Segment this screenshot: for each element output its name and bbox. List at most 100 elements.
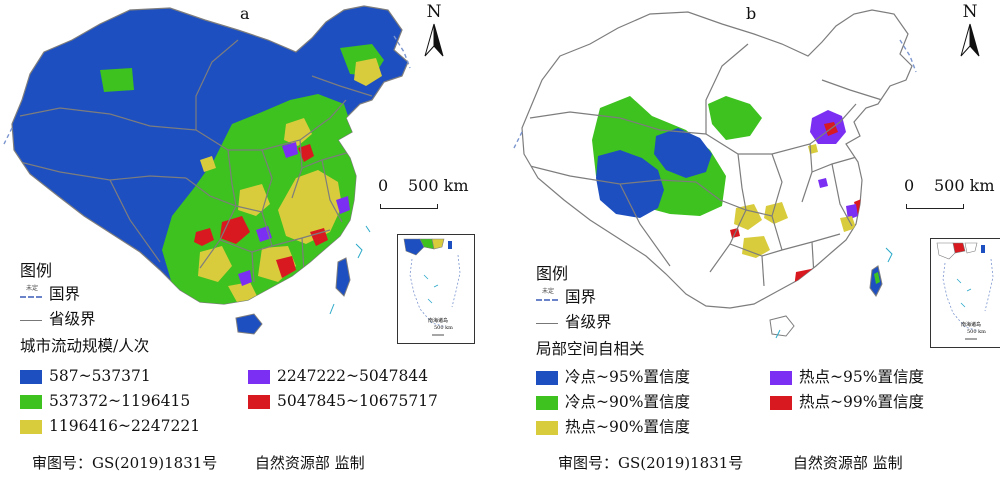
north-arrow-a: N (414, 2, 454, 60)
national-border-label-b: 国界 (565, 288, 597, 306)
legend-class-a-4: 2247222~5047844 (248, 367, 429, 385)
inset-map-a (403, 238, 461, 336)
provincial-border-label-a: 省级界 (49, 310, 96, 328)
legend-class-label: 热点~99%置信度 (799, 393, 924, 411)
map-a-west-green-patch (100, 68, 134, 92)
map-b-sea-islands (775, 247, 893, 339)
legend-class-a-2: 537372~1196415 (20, 392, 191, 410)
map-a-purple-south (238, 270, 252, 286)
map-a-yellow-north (284, 118, 312, 146)
legend-swatch (20, 419, 42, 434)
map-a-red-southeast (310, 228, 328, 246)
map-b-cold95-xinjiang (596, 150, 664, 218)
legend-class-label: 1196416~2247221 (49, 417, 201, 435)
map-b-hot90-jiangsu (840, 216, 856, 232)
legend-class-label: 5047845~10675717 (277, 392, 438, 410)
legend-provincial-border-b: 省级界 (536, 313, 612, 331)
legend-class-a-1: 587~537371 (20, 367, 151, 385)
map-a-purple-north (282, 142, 298, 158)
map-b-hot95-shanghai (846, 204, 858, 220)
legend-class-label: 热点~90%置信度 (565, 418, 690, 436)
panel-letter-b: b (746, 4, 757, 23)
map-a-sea-islands (329, 225, 371, 315)
map-b-cold90-north (708, 96, 762, 140)
legend-title-b: 图例 (536, 264, 569, 283)
scale-zero-a: 0 (378, 176, 389, 195)
legend-swatch (20, 394, 42, 409)
legend-class-b-3: 热点~90%置信度 (536, 418, 690, 436)
map-a-provincial-borders (12, 39, 373, 283)
north-arrow-icon (424, 23, 444, 57)
legend-national-border-b: 未定 国界 (536, 288, 597, 306)
map-a-taiwan (335, 257, 351, 297)
provincial-border-symbol-a (20, 313, 42, 327)
map-b-hainan (769, 315, 795, 337)
legend-subtitle-a: 城市流动规模/人次 (20, 337, 150, 355)
legend-swatch (770, 370, 792, 385)
legend-class-b-5: 热点~99%置信度 (770, 393, 924, 411)
scale-text-b: 500 km (934, 176, 995, 195)
panel-a: a N 0 500 km (3, 2, 475, 473)
legend-swatch (248, 394, 270, 409)
legend-swatch (770, 395, 792, 410)
south-sea-inset-a: 500 km 南海诸岛 (397, 234, 475, 344)
legend-class-b-1: 冷点~95%置信度 (536, 368, 690, 386)
national-border-label-a: 国界 (49, 285, 81, 303)
map-a-red-south (276, 256, 296, 278)
map-b-hot90-zhejiang (854, 224, 866, 238)
legend-class-label: 热点~95%置信度 (799, 368, 924, 386)
map-a-yellow-southwest (198, 246, 232, 282)
legend-class-b-4: 热点~95%置信度 (770, 368, 924, 386)
legend-subtitle-b: 局部空间自相关 (536, 340, 645, 358)
legend-swatch (536, 420, 558, 435)
map-b-mainland (521, 9, 913, 309)
approval-number-b: 审图号：GS(2019)1831号 (558, 454, 744, 472)
legend-class-label: 冷点~95%置信度 (565, 368, 690, 386)
map-a-regions (11, 5, 409, 305)
provincial-border-label-b: 省级界 (565, 313, 612, 331)
north-arrow-b: N (950, 2, 990, 60)
legend-swatch (248, 369, 270, 384)
legend-class-a-5: 5047845~10675717 (248, 392, 438, 410)
supervisor-a: 自然资源部 监制 (254, 454, 365, 472)
map-a (3, 5, 411, 335)
map-b-hot90-guangdong (800, 290, 814, 302)
map-a-qinghai-yellow (200, 156, 216, 172)
scale-zero-b: 0 (904, 176, 915, 195)
national-border-symbol-a: 未定 (20, 285, 42, 302)
map-a-yellow-southcoast (228, 282, 258, 304)
legend-swatch (536, 395, 558, 410)
map-b-provincial-borders (522, 43, 883, 287)
south-sea-label-a: 南海诸岛 (428, 318, 449, 324)
south-sea-inset-b: 500 km 南海诸岛 (930, 238, 1000, 348)
map-a-red-southwest (194, 228, 214, 246)
map-b-hot90-sichuan (742, 236, 770, 258)
provincial-border-symbol-b (536, 316, 558, 330)
map-b-regions (521, 9, 913, 309)
legend-national-border-a: 未定 国界 (20, 285, 81, 303)
supervisor-b: 自然资源部 监制 (792, 454, 903, 472)
legend-class-label: 冷点~90%置信度 (565, 393, 690, 411)
scale-line-b (906, 204, 964, 209)
inset-scale-text-a: 500 km (434, 325, 453, 331)
scale-bar-b: 0 500 km (904, 176, 1000, 216)
north-letter-a: N (426, 2, 442, 22)
scale-text-a: 500 km (408, 176, 469, 195)
map-b-cold95-gansu (654, 128, 712, 178)
north-arrow-icon (960, 23, 980, 57)
approval-a: 审图号：GS(2019)1831号 自然资源部 监制 (32, 452, 365, 473)
scale-bar-a: 0 500 km (378, 176, 508, 216)
map-a-hainan (235, 313, 263, 335)
inset-scale-text-b: 500 km (967, 329, 986, 335)
legend-class-label: 2247222~5047844 (277, 367, 429, 385)
legend-class-label: 537372~1196415 (49, 392, 191, 410)
panel-letter-a: a (240, 4, 250, 23)
legend-class-label: 587~537371 (49, 367, 151, 385)
scale-line-a (380, 204, 438, 209)
south-sea-label-b: 南海诸岛 (961, 322, 982, 328)
map-b-hot95-small-north (818, 178, 828, 188)
legend-title-a: 图例 (20, 261, 53, 280)
legend-class-a-3: 1196416~2247221 (20, 417, 201, 435)
inset-map-b (936, 242, 994, 340)
